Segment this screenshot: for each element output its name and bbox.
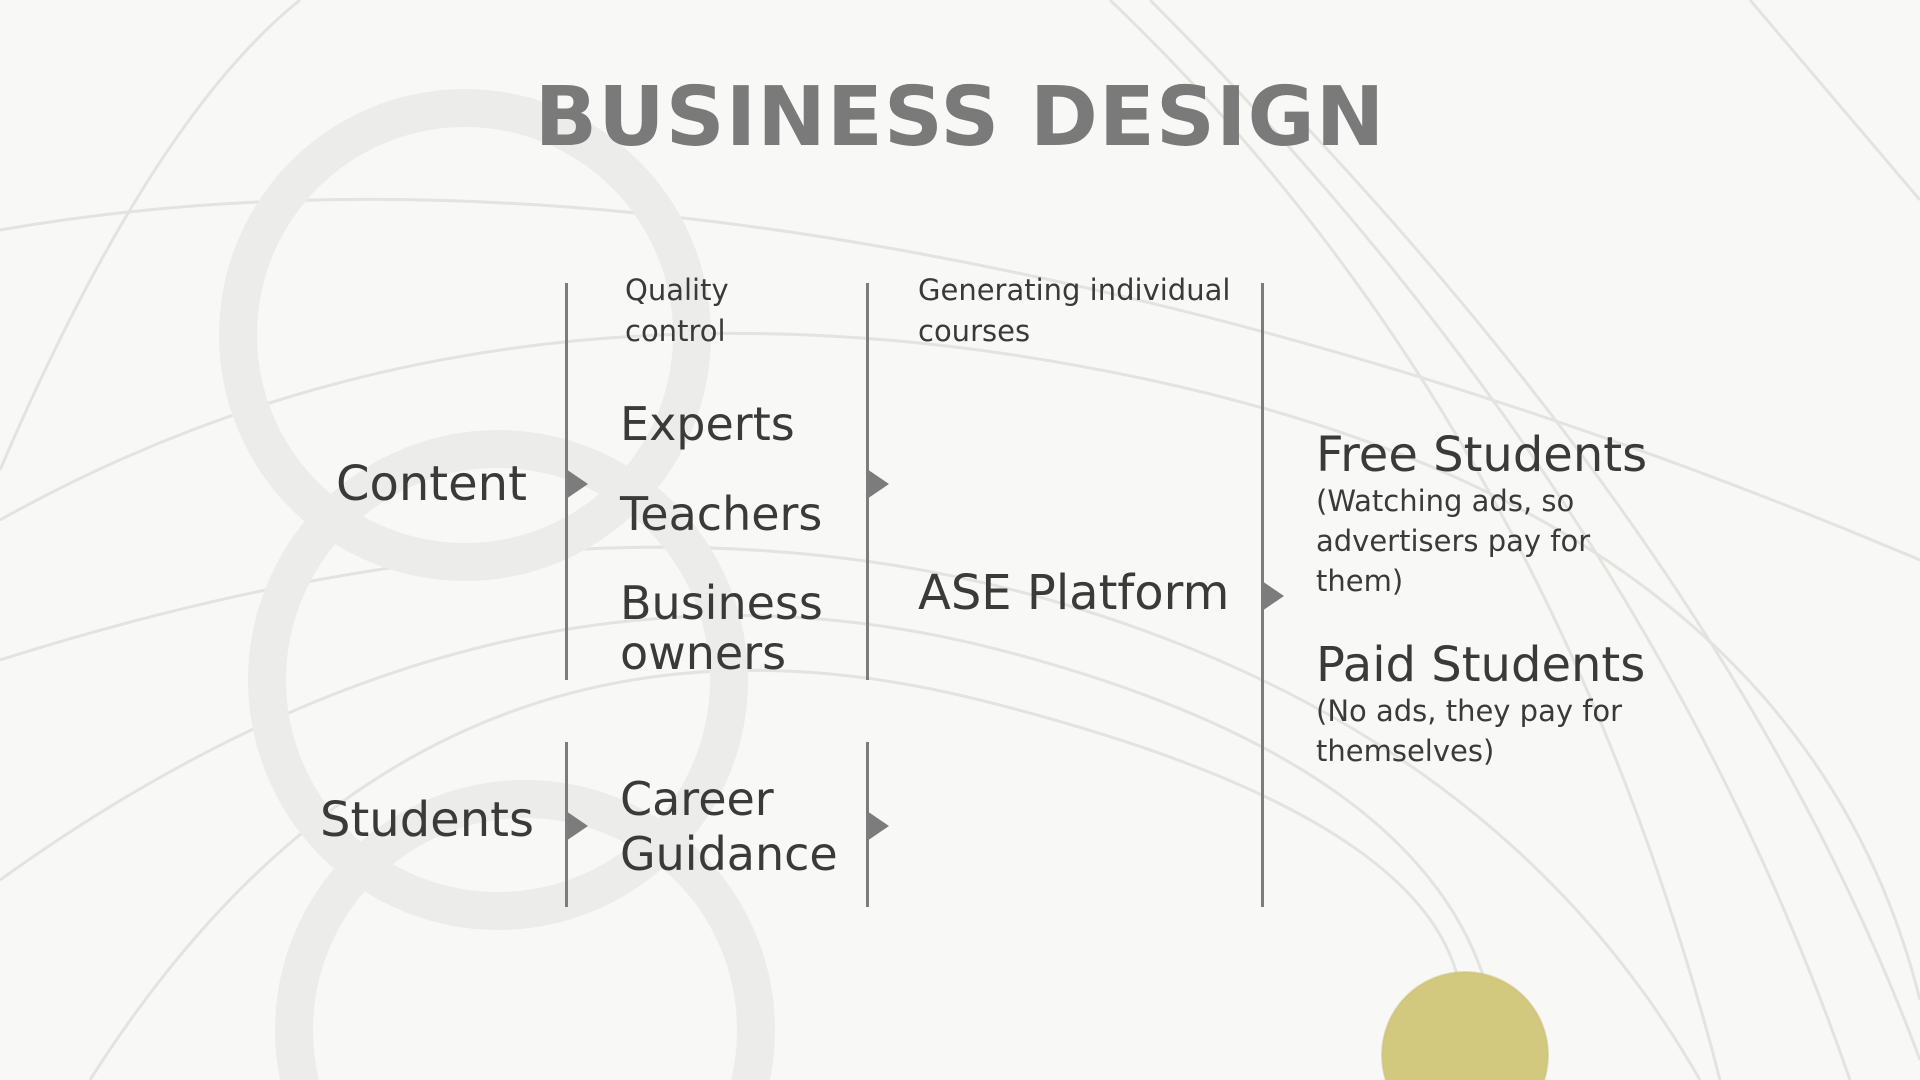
paid-students-desc: (No ads, they pay for themselves)	[1316, 691, 1622, 771]
free-students-title: Free Students	[1316, 427, 1648, 483]
arrow-right-icon	[867, 811, 889, 841]
free-students-desc: (Watching ads, so advertisers pay for th…	[1316, 481, 1590, 601]
paid-students-title: Paid Students	[1316, 637, 1646, 693]
experts-label: Experts	[620, 397, 795, 451]
career-guidance-label: Career Guidance	[620, 772, 838, 882]
career-line2: Guidance	[620, 827, 838, 881]
page-title: BUSINESS DESIGN	[534, 70, 1386, 165]
paid-desc-line1: (No ads, they pay for	[1316, 694, 1623, 728]
quality-control-line2: control	[625, 314, 726, 348]
generating-line2: courses	[918, 314, 1031, 348]
quality-control-header: Quality control	[625, 270, 729, 352]
students-label: Students	[320, 792, 534, 848]
paid-desc-line2: themselves)	[1316, 734, 1495, 768]
generating-courses-header: Generating individual courses	[918, 270, 1230, 352]
generating-line1: Generating individual	[918, 273, 1231, 307]
content-label: Content	[336, 456, 527, 512]
business-line1: Business	[620, 576, 823, 630]
business-owners-label: Business owners	[620, 578, 823, 678]
arrow-right-icon	[566, 811, 588, 841]
ase-platform-label: ASE Platform	[918, 565, 1230, 621]
free-desc-line3: them)	[1316, 564, 1404, 598]
free-desc-line2: advertisers pay for	[1316, 524, 1591, 558]
quality-control-line1: Quality	[625, 273, 729, 307]
free-desc-line1: (Watching ads, so	[1316, 484, 1575, 518]
decor-circle	[1382, 972, 1548, 1080]
arrow-right-icon	[1262, 581, 1284, 611]
teachers-label: Teachers	[620, 487, 823, 541]
arrow-right-icon	[566, 469, 588, 499]
arrow-right-icon	[867, 469, 889, 499]
business-line2: owners	[620, 626, 787, 680]
career-line1: Career	[620, 772, 774, 826]
